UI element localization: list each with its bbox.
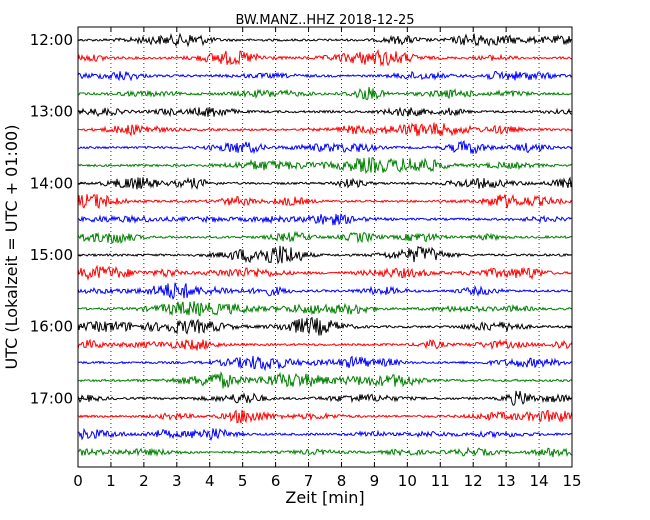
- y-tick-label: 13:00: [30, 103, 73, 121]
- x-tick-label: 4: [205, 472, 215, 490]
- y-tick-label: 14:00: [30, 174, 73, 192]
- trace-1645: [77, 370, 573, 389]
- y-tick-label: 12:00: [30, 31, 73, 49]
- trace-1515: [77, 264, 573, 282]
- x-tick-label: 9: [370, 472, 380, 490]
- trace-1330: [77, 140, 573, 155]
- trace-1430: [77, 213, 573, 226]
- trace-1400: [77, 176, 573, 190]
- trace-1530: [77, 282, 573, 301]
- trace-1300: [77, 106, 573, 118]
- x-axis: 0 1 2 3 4 5 6 7 8 9 10 11 12 13 14 15: [73, 27, 582, 490]
- y-tick-label: 16:00: [30, 318, 73, 336]
- trace-1615: [77, 338, 573, 351]
- trace-1415: [77, 193, 573, 209]
- x-tick-label: 1: [106, 472, 116, 490]
- chart-title: BW.MANZ..HHZ 2018-12-25: [235, 13, 414, 28]
- trace-1215: [77, 48, 573, 67]
- trace-1500: [77, 245, 573, 265]
- trace-1745: [77, 446, 573, 458]
- x-tick-label: 10: [398, 472, 417, 490]
- x-tick-label: 6: [271, 472, 281, 490]
- x-tick-label: 3: [172, 472, 182, 490]
- y-axis: 12:00 13:00 14:00 15:00 16:00 17:00: [30, 31, 572, 407]
- trace-1700: [77, 390, 573, 406]
- x-axis-label: Zeit [min]: [285, 488, 364, 507]
- y-tick-label: 15:00: [30, 246, 73, 264]
- y-axis-label: UTC (Lokalzeit = UTC + 01:00): [2, 125, 21, 370]
- x-tick-label: 2: [139, 472, 149, 490]
- y-tick-label: 17:00: [30, 389, 73, 407]
- x-tick-label: 8: [337, 472, 347, 490]
- x-tick-label: 12: [464, 472, 483, 490]
- trace-1315: [77, 122, 573, 137]
- trace-1715: [77, 409, 573, 424]
- trace-1545: [77, 301, 573, 317]
- x-tick-label: 11: [431, 472, 450, 490]
- trace-1600: [77, 316, 573, 336]
- trace-1445: [77, 230, 573, 244]
- trace-1200: [77, 32, 573, 48]
- trace-1730: [77, 427, 573, 441]
- trace-1630: [77, 355, 573, 372]
- x-tick-label: 14: [530, 472, 549, 490]
- x-tick-label: 5: [238, 472, 248, 490]
- grid-lines: [110, 27, 540, 467]
- trace-1345: [77, 157, 573, 175]
- trace-group: [77, 32, 573, 458]
- x-tick-label: 0: [73, 472, 83, 490]
- trace-1230: [77, 70, 573, 82]
- x-tick-label: 7: [304, 472, 314, 490]
- plot-frame: [77, 26, 573, 468]
- x-tick-label: 15: [562, 472, 581, 490]
- trace-1245: [77, 86, 573, 101]
- x-tick-label: 13: [497, 472, 516, 490]
